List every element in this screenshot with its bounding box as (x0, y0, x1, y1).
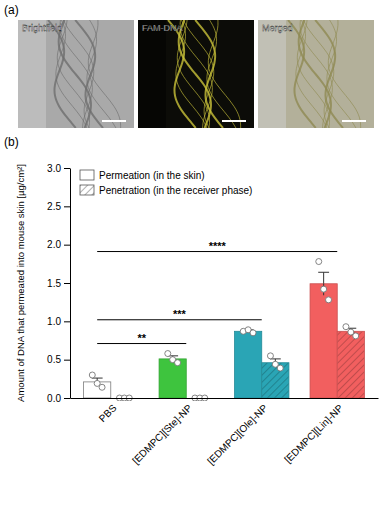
data-point (316, 259, 322, 265)
scale-bar (342, 120, 366, 122)
tick-label: [EDMPC][Ole]-NP (205, 402, 270, 467)
tissue-strand (176, 20, 207, 128)
tick-label: 1.5 (47, 278, 61, 289)
tick: [EDMPC][Ole]-NP (205, 402, 270, 467)
tissue-strand (296, 20, 327, 128)
tick-label: 0.5 (47, 354, 61, 365)
tissue-strand (208, 20, 240, 128)
series (84, 259, 338, 398)
tick-label: [EDMPC][Lin]-NP (282, 402, 345, 465)
data-point (343, 324, 349, 330)
significance-label: **** (209, 240, 227, 252)
bar (159, 359, 186, 398)
tick-label: 3.0 (47, 163, 61, 174)
tissue-strand (195, 20, 223, 128)
tick-mark (64, 168, 70, 169)
data-point (326, 297, 332, 303)
tick-mark (64, 206, 70, 207)
micrograph (258, 20, 374, 128)
tick-label: 1.0 (47, 316, 61, 327)
axis-title: Amount of DNA that permeated into mouse … (15, 164, 26, 402)
legend: Permeation (in the skin) Penetration (in … (80, 170, 252, 196)
tissue-strand (56, 20, 87, 128)
error-bar (318, 272, 329, 295)
tissue-strand (75, 20, 103, 128)
legend-item: Penetration (in the receiver phase) (80, 185, 252, 196)
scale-bar (102, 120, 126, 122)
image-background (18, 20, 134, 128)
tick: 1.0 (47, 316, 70, 327)
tissue-strand (328, 20, 360, 128)
tick: 2.0 (47, 239, 70, 250)
plot-marks (84, 259, 365, 401)
series (116, 324, 364, 401)
legend-swatch (80, 170, 94, 180)
tick-label: 2.0 (47, 239, 61, 250)
data-point (277, 365, 283, 371)
tick: 0.0 (47, 393, 70, 404)
bar (310, 284, 337, 398)
significance-label: *** (173, 308, 187, 320)
tissue-edge-shade (138, 20, 166, 128)
tick: [EDMPC][Ste]-NP (130, 402, 194, 466)
tick-mark (64, 321, 70, 322)
data-point (250, 330, 256, 336)
bar (337, 331, 364, 398)
tick-label: [EDMPC][Ste]-NP (130, 402, 194, 466)
panel-label: (a) (4, 3, 19, 17)
tissue-strand (88, 20, 120, 128)
legend-swatch (80, 185, 94, 195)
tick-label: 0.0 (47, 393, 61, 404)
x-axis: PBS [EDMPC][Ste]-NP[EDMPC][Ole]-NP[EDMPC]… (71, 399, 379, 467)
tick-label: PBS (97, 402, 119, 424)
tick: 3.0 (47, 163, 70, 174)
tissue-strand (207, 20, 236, 128)
data-point (89, 372, 95, 378)
tissue-strand (315, 20, 343, 128)
tick: 1.5 (47, 278, 70, 289)
data-point (353, 333, 359, 339)
tissue-strand (327, 20, 356, 128)
tick: PBS (97, 402, 119, 424)
significance-label: ** (137, 332, 146, 344)
tick-mark (64, 398, 70, 399)
axis-line (70, 169, 71, 399)
tissue-edge-shade (258, 20, 286, 128)
bar (262, 363, 289, 398)
data-point (99, 384, 105, 390)
micrograph (138, 20, 254, 128)
tissue-strand (87, 20, 116, 128)
bar (235, 331, 262, 398)
tick: 0.5 (47, 354, 70, 365)
tick-label: 2.5 (47, 201, 61, 212)
image-label: Brightfield (22, 23, 62, 33)
legend-label: Permeation (in the skin) (99, 170, 205, 181)
image-background (138, 20, 254, 128)
tick: 2.5 (47, 201, 70, 212)
tissue-edge-shade (18, 20, 46, 128)
annotations: ********* (97, 240, 337, 344)
image-label: FAM-DNA (142, 23, 183, 33)
image-background (258, 20, 374, 128)
tick: [EDMPC][Lin]-NP (282, 402, 345, 465)
scale-bar (222, 120, 246, 122)
tick-mark (64, 360, 70, 361)
tick-mark (64, 245, 70, 246)
data-point (321, 286, 327, 292)
legend-label: Penetration (in the receiver phase) (99, 185, 252, 196)
legend-item: Permeation (in the skin) (80, 170, 205, 181)
data-point (165, 351, 171, 357)
data-point (175, 360, 181, 366)
image-label: Merged (262, 23, 293, 33)
figure: (a)Brightfield FAM-DNA Merged (b) 0.0 0.5 1.0 1… (0, 0, 388, 520)
axis-line (71, 398, 379, 399)
y-axis: 0.0 0.5 1.0 1.5 2.0 2.5 3.0 (47, 163, 70, 404)
micrograph (18, 20, 134, 128)
tick-mark (64, 283, 70, 284)
data-point (267, 353, 273, 359)
panel-label: (b) (4, 135, 19, 149)
